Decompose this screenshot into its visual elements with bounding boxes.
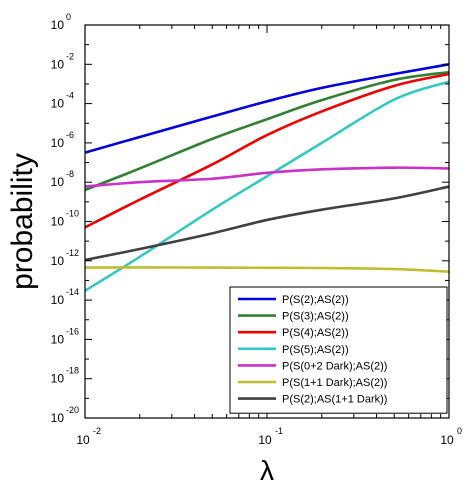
x-tick-label: 10	[76, 433, 90, 447]
x-axis-label: λ	[260, 455, 274, 486]
series-line	[84, 70, 450, 192]
series-line	[84, 266, 450, 273]
y-tick-label: 10	[51, 175, 65, 189]
legend-label: P(S(2);AS(2))	[282, 294, 349, 306]
legend-label: P(S(2);AS(1+1 Dark))	[282, 394, 387, 406]
y-tick-exponent: -20	[66, 405, 79, 415]
legend-label: P(S(4);AS(2))	[282, 327, 349, 339]
series-line	[84, 72, 450, 229]
y-tick-exponent: -4	[66, 91, 74, 101]
y-tick-exponent: -8	[66, 169, 74, 179]
y-tick-exponent: -12	[66, 248, 79, 258]
x-tick-exponent: -1	[275, 426, 283, 436]
series-layer	[84, 63, 450, 292]
x-tick-exponent: -2	[93, 426, 101, 436]
y-tick-label: 10	[51, 293, 65, 307]
legend-label: P(S(3);AS(2))	[282, 311, 349, 323]
series-line	[84, 80, 450, 292]
legend-label: P(S(1+1 Dark);AS(2))	[282, 377, 387, 389]
legend: P(S(2);AS(2)) P(S(3);AS(2)) P(S(4);AS(2)) P…	[229, 286, 448, 414]
x-tick-label: 10	[258, 433, 272, 447]
legend-label: P(S(5);AS(2))	[282, 344, 349, 356]
y-tick-exponent: 0	[66, 12, 71, 22]
y-tick-label: 10	[51, 57, 65, 71]
y-tick-exponent: -16	[66, 326, 79, 336]
y-tick-label: 10	[51, 136, 65, 150]
series-line	[84, 185, 450, 262]
x-tick-label: 10	[440, 433, 454, 447]
y-axis-label: probability	[6, 153, 39, 290]
y-tick-exponent: -10	[66, 209, 79, 219]
legend-box	[229, 286, 448, 414]
y-tick-exponent: -14	[66, 287, 79, 297]
y-tick-label: 10	[51, 254, 65, 268]
y-tick-label: 10	[51, 215, 65, 229]
legend-label: P(S(0+2 Dark);AS(2))	[282, 360, 387, 372]
y-tick-exponent: -18	[66, 366, 79, 376]
series-line	[84, 63, 450, 154]
tick-layer: 10010-210-410-610-810-1010-1210-1410-161…	[51, 12, 462, 447]
y-tick-label: 10	[51, 18, 65, 32]
y-tick-label: 10	[51, 332, 65, 346]
y-tick-label: 10	[51, 372, 65, 386]
x-tick-exponent: 0	[457, 426, 462, 436]
series-line	[84, 166, 450, 188]
y-tick-label: 10	[51, 97, 65, 111]
y-tick-label: 10	[51, 411, 65, 425]
y-tick-exponent: -6	[66, 130, 74, 140]
y-tick-exponent: -2	[66, 51, 74, 61]
